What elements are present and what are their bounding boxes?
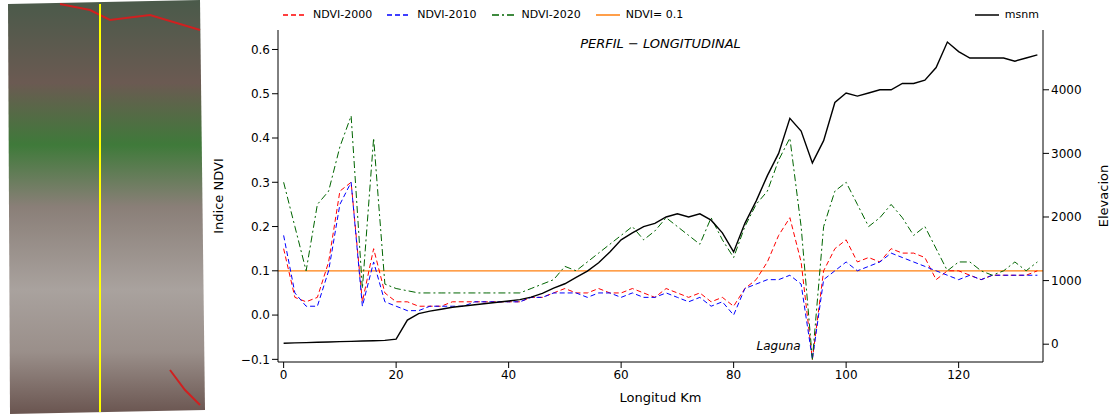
svg-text:0.3: 0.3 [251, 176, 270, 190]
html-text:NDVI-2010: NDVI-2010 [417, 8, 477, 21]
svg-text:Longitud Km: Longitud Km [620, 390, 702, 405]
svg-text:120: 120 [947, 368, 970, 382]
svg-text:40: 40 [501, 368, 516, 382]
svg-text:100: 100 [835, 368, 858, 382]
svg-text:0.1: 0.1 [251, 264, 270, 278]
svg-text:1000: 1000 [1051, 274, 1082, 288]
svg-text:20: 20 [388, 368, 403, 382]
svg-text:0.5: 0.5 [251, 87, 270, 101]
svg-text:80: 80 [726, 368, 741, 382]
svg-text:Indice NDVI: Indice NDVI [211, 158, 226, 233]
svg-text:Elevacion: Elevacion [1096, 165, 1111, 227]
svg-text:0.4: 0.4 [251, 131, 270, 145]
html-text:msnm: msnm [1004, 8, 1039, 21]
html-text:NDVI-2000: NDVI-2000 [313, 8, 373, 21]
svg-text:2000: 2000 [1051, 210, 1082, 224]
svg-text:4000: 4000 [1051, 83, 1082, 97]
svg-text:0: 0 [280, 368, 288, 382]
svg-text:0: 0 [1051, 337, 1059, 351]
html-text:NDVI-2020: NDVI-2020 [521, 8, 581, 21]
svg-text:0.6: 0.6 [251, 43, 270, 57]
svg-text:60: 60 [613, 368, 628, 382]
svg-text:3000: 3000 [1051, 147, 1082, 161]
html-text:PERFIL − LONGITUDINAL: PERFIL − LONGITUDINAL [580, 36, 741, 51]
svg-text:0.2: 0.2 [251, 220, 270, 234]
svg-text:0.0: 0.0 [251, 308, 270, 322]
html-text:NDVI= 0.1: NDVI= 0.1 [625, 8, 684, 21]
svg-text:−0.1: −0.1 [241, 353, 270, 367]
svg-text:Laguna: Laguna [757, 339, 801, 353]
